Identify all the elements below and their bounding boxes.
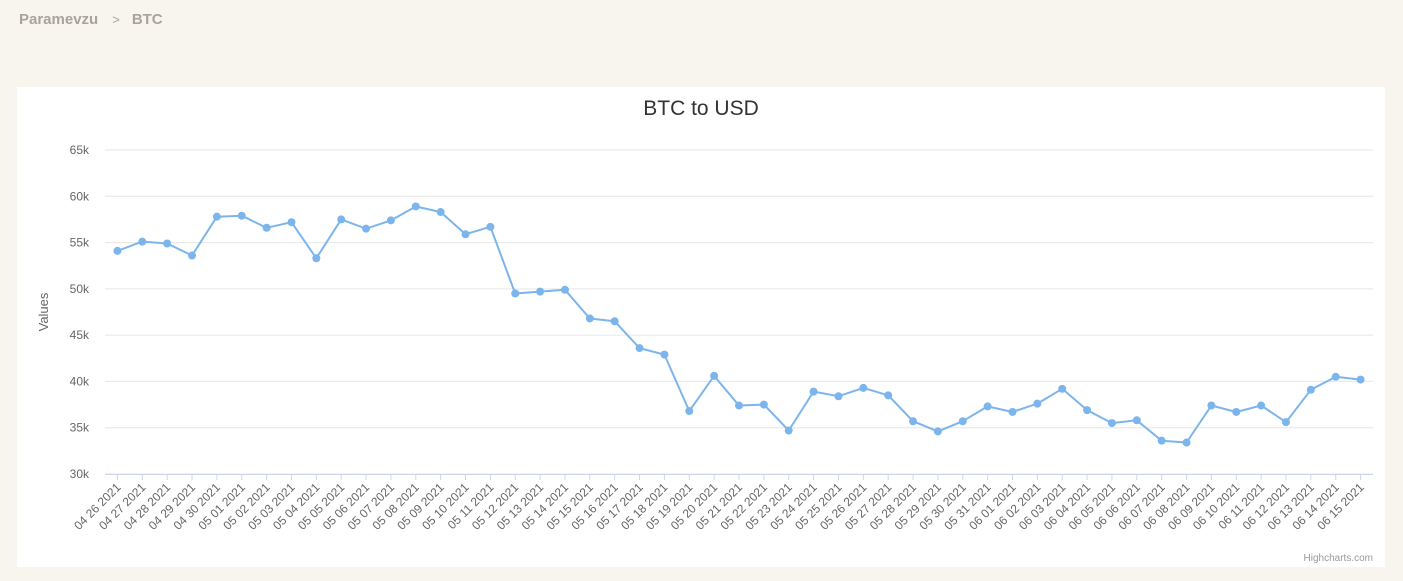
breadcrumb-separator: > <box>112 12 120 27</box>
data-point[interactable] <box>386 216 395 225</box>
data-point[interactable] <box>486 222 495 231</box>
data-point[interactable] <box>909 417 918 426</box>
data-point[interactable] <box>1058 384 1067 393</box>
data-point[interactable] <box>859 383 868 392</box>
data-point[interactable] <box>436 208 445 217</box>
y-tick-label: 30k <box>70 467 90 481</box>
data-point[interactable] <box>983 402 992 411</box>
data-point[interactable] <box>1182 438 1191 447</box>
data-point[interactable] <box>1008 407 1017 416</box>
data-point[interactable] <box>1232 407 1241 416</box>
data-point[interactable] <box>1207 401 1216 410</box>
data-point[interactable] <box>461 230 470 239</box>
y-tick-label: 50k <box>70 282 90 296</box>
data-point[interactable] <box>1281 418 1290 427</box>
data-point[interactable] <box>784 426 793 435</box>
data-point[interactable] <box>884 391 893 400</box>
data-point[interactable] <box>411 202 420 211</box>
data-point[interactable] <box>560 285 569 294</box>
data-point[interactable] <box>212 212 221 221</box>
data-point[interactable] <box>834 392 843 401</box>
data-point[interactable] <box>933 427 942 436</box>
y-tick-label: 60k <box>70 189 90 203</box>
data-point[interactable] <box>287 218 296 227</box>
data-point[interactable] <box>735 401 743 410</box>
y-tick-label: 45k <box>70 328 90 342</box>
data-point[interactable] <box>759 400 768 409</box>
data-point[interactable] <box>1331 372 1340 381</box>
data-point[interactable] <box>1107 419 1116 428</box>
data-point[interactable] <box>585 314 594 323</box>
data-point[interactable] <box>536 287 545 296</box>
data-point[interactable] <box>958 417 967 426</box>
data-point[interactable] <box>635 344 644 353</box>
breadcrumb-current: BTC <box>131 11 163 28</box>
y-tick-label: 35k <box>70 421 90 435</box>
data-point[interactable] <box>163 239 172 248</box>
y-axis-title: Values <box>36 292 51 331</box>
data-point[interactable] <box>262 223 271 232</box>
data-point[interactable] <box>312 254 321 263</box>
chart-title: BTC to USD <box>643 97 759 120</box>
data-point[interactable] <box>1257 401 1266 410</box>
chart-card: BTC to USD 30k 35k 40k 45k 50k 55k 60k 65k Valu… <box>17 87 1385 567</box>
credits-link[interactable]: Highcharts.com <box>1304 553 1373 564</box>
data-point[interactable] <box>138 237 147 246</box>
data-point[interactable] <box>1356 375 1365 384</box>
y-tick-label: 40k <box>70 374 90 388</box>
data-point[interactable] <box>610 317 619 326</box>
data-point[interactable] <box>362 224 371 233</box>
data-point[interactable] <box>660 350 669 359</box>
data-point[interactable] <box>809 387 818 396</box>
data-point[interactable] <box>511 289 520 298</box>
data-point[interactable] <box>1306 385 1315 394</box>
data-point[interactable] <box>710 371 719 380</box>
breadcrumb-root-link[interactable]: Paramevzu <box>19 11 99 28</box>
data-point[interactable] <box>1083 406 1092 415</box>
data-point[interactable] <box>685 407 694 416</box>
grid-lines <box>105 149 1373 475</box>
data-point[interactable] <box>113 246 122 255</box>
y-axis: 30k 35k 40k 45k 50k 55k 60k 65k <box>70 143 90 481</box>
data-point[interactable] <box>1157 436 1166 445</box>
data-point[interactable] <box>1033 399 1042 408</box>
data-point[interactable] <box>1132 416 1141 425</box>
y-tick-label: 55k <box>70 236 90 250</box>
data-point[interactable] <box>237 211 246 220</box>
series-group <box>113 202 1365 447</box>
breadcrumb: Paramevzu > BTC <box>19 11 163 28</box>
y-tick-label: 65k <box>70 143 90 157</box>
data-point[interactable] <box>337 215 346 224</box>
chart-svg: BTC to USD 30k 35k 40k 45k 50k 55k 60k 65k Valu… <box>36 97 1373 564</box>
data-point[interactable] <box>188 251 197 260</box>
